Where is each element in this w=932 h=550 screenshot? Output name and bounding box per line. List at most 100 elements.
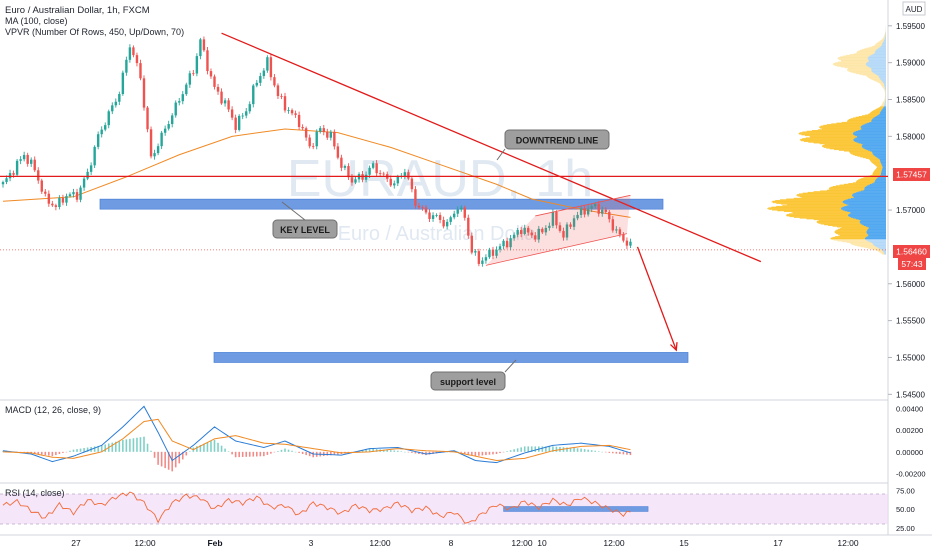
macd-legend[interactable]: MACD (12, 26, close, 9) — [5, 405, 101, 415]
vpvr-row — [850, 71, 873, 73]
candle-body — [96, 134, 100, 147]
candle-body — [354, 179, 357, 183]
vpvr-row — [856, 73, 875, 75]
vpvr-row — [870, 112, 880, 114]
vpvr-row — [777, 210, 845, 212]
time-axis[interactable]: 27 12:00 Feb 3 12:00 8 12:00 10 12:00 15 17 12:00 — [71, 538, 859, 548]
vpvr-row — [883, 37, 885, 39]
vpvr-row — [860, 127, 886, 128]
vpvr-row — [775, 200, 844, 201]
vpvr-row — [843, 200, 886, 201]
candle-body — [572, 218, 576, 227]
rsi-legend[interactable]: RSI (14, close) — [5, 488, 65, 498]
price-axis[interactable]: 1.59500 1.59000 1.58500 1.58000 1.57000 1.560… — [888, 22, 925, 400]
macd-histogram-bar — [460, 451, 463, 453]
vpvr-row — [867, 229, 886, 231]
candle-body — [174, 102, 177, 116]
candle-body — [555, 212, 558, 226]
vpvr-row — [867, 233, 886, 235]
time-tick-label: 8 — [449, 538, 454, 548]
vpvr-legend[interactable]: VPVR (Number Of Rows, 450, Up/Down, 70) — [5, 27, 184, 37]
key-level-label: KEY LEVEL — [280, 225, 330, 235]
vpvr-row — [852, 154, 874, 156]
vpvr-row — [871, 242, 886, 243]
candle-body — [586, 208, 590, 215]
candle-body — [604, 209, 607, 212]
vpvr-row — [843, 202, 886, 204]
candle-body — [340, 157, 343, 168]
candle-body — [206, 50, 209, 72]
vpvr-row — [871, 68, 886, 70]
vpvr-row — [776, 202, 845, 204]
vpvr-row — [863, 225, 886, 226]
vpvr-row — [884, 97, 886, 99]
vpvr-row — [858, 142, 886, 144]
vpvr-row — [834, 230, 867, 232]
vpvr-row — [801, 197, 854, 198]
vpvr-row — [848, 183, 872, 184]
vpvr-row — [880, 106, 884, 108]
vpvr-row — [849, 216, 886, 218]
vpvr-row — [882, 43, 886, 44]
vpvr-row — [871, 119, 886, 121]
vpvr-row — [776, 205, 845, 207]
macd-histogram-bar — [277, 451, 279, 452]
vpvr-row — [858, 116, 876, 117]
vpvr-row — [856, 180, 875, 182]
vpvr-row — [837, 240, 868, 242]
vpvr-row — [880, 162, 886, 164]
vpvr-row — [865, 123, 886, 125]
vpvr-row — [829, 187, 865, 189]
vpvr-row — [881, 163, 886, 165]
macd-histogram-bar — [69, 450, 71, 452]
vpvr-row — [881, 79, 886, 81]
vpvr-row — [875, 50, 886, 52]
vpvr-row — [786, 198, 849, 200]
vpvr-row — [853, 196, 886, 198]
vpvr-row — [867, 57, 886, 58]
vpvr-row — [768, 208, 842, 210]
vpvr-row — [813, 142, 859, 144]
vpvr-row — [855, 181, 875, 183]
symbol-title[interactable]: Euro / Australian Dollar, 1h, FXCM — [5, 5, 150, 16]
vpvr-row — [868, 158, 880, 160]
vpvr-row — [838, 149, 869, 151]
vpvr-row — [818, 219, 861, 221]
vpvr-row — [884, 87, 886, 89]
vpvr-row — [863, 124, 886, 126]
vpvr-row — [876, 156, 886, 158]
candle-body — [421, 207, 424, 209]
vpvr-row — [799, 133, 854, 135]
candle-body — [178, 101, 181, 103]
vpvr-row — [869, 121, 886, 123]
macd-histogram-bar — [287, 449, 290, 452]
macd-histogram-bar — [411, 451, 413, 453]
vpvr-row — [884, 99, 886, 101]
macd-histogram-bar — [178, 451, 181, 464]
macd-histogram-bar — [227, 451, 230, 452]
vpvr-row — [805, 135, 856, 137]
vpvr-row — [872, 174, 881, 176]
candle-body — [199, 39, 202, 57]
vpvr-row — [871, 45, 881, 47]
candle-body — [431, 215, 435, 219]
ma-legend[interactable]: MA (100, close) — [5, 16, 68, 26]
vpvr-row — [882, 101, 885, 103]
vpvr-row — [881, 109, 886, 111]
vpvr-row — [867, 61, 886, 63]
vpvr-row — [884, 101, 886, 103]
vpvr-row — [872, 54, 886, 55]
vpvr-row — [861, 223, 886, 225]
vpvr-row — [863, 177, 878, 179]
vpvr-row — [866, 239, 886, 241]
vpvr-row — [873, 154, 886, 156]
vpvr-row — [885, 32, 886, 34]
vpvr-row — [856, 52, 875, 54]
vpvr-row — [870, 150, 886, 152]
candle-series[interactable] — [1, 36, 632, 267]
vpvr-row — [782, 205, 847, 207]
vpvr-row — [885, 35, 886, 37]
candle-body — [237, 115, 241, 130]
vpvr-row — [884, 85, 886, 87]
vpvr-row — [864, 247, 878, 249]
